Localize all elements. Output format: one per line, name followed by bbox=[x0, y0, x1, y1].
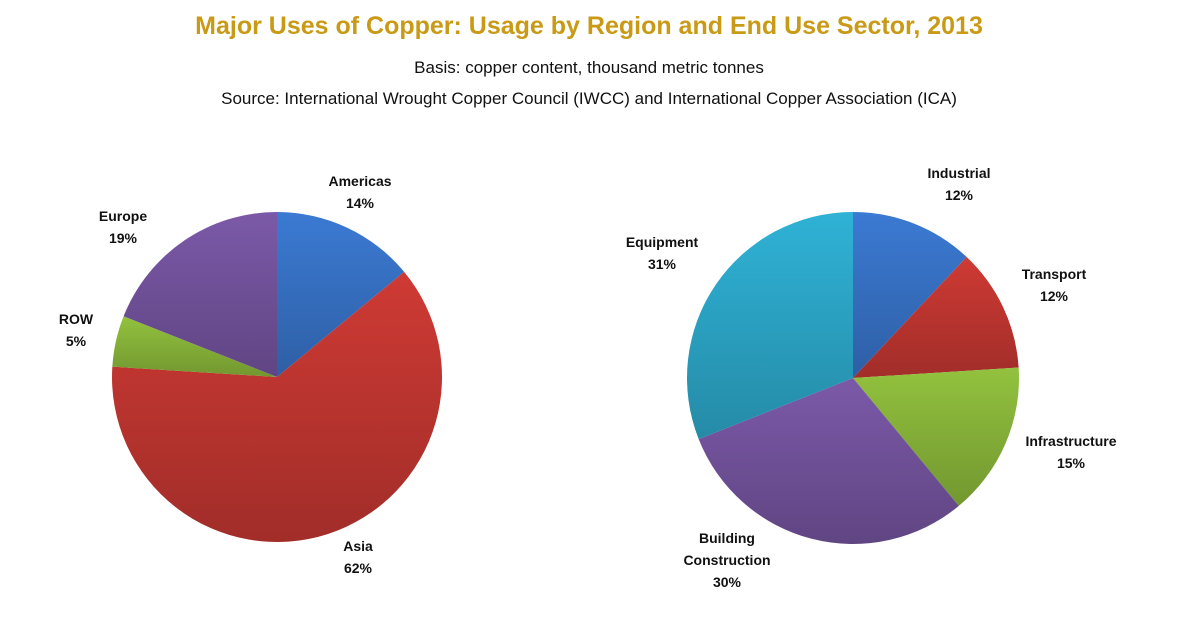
slice-label-europe: Europe 19% bbox=[99, 208, 147, 246]
pie-slice-transport bbox=[853, 256, 1019, 378]
slice-label-asia: Asia 62% bbox=[343, 538, 373, 576]
pie-slice-asia bbox=[112, 271, 443, 543]
pie-slice-row bbox=[112, 316, 277, 377]
pie-slice-building-construction bbox=[698, 378, 959, 545]
chart-subtitle: Basis: copper content, thousand metric t… bbox=[414, 58, 764, 77]
chart-source: Source: International Wrought Copper Cou… bbox=[221, 89, 957, 108]
slice-label-infrastructure: Infrastructure 15% bbox=[1025, 433, 1116, 471]
pie-slice-americas bbox=[277, 212, 405, 377]
region-pie-chart: Americas 14% Asia 62% ROW 5% Europe 19% bbox=[59, 173, 443, 576]
page-title: Major Uses of Copper: Usage by Region an… bbox=[195, 12, 983, 40]
slice-label-building-construction: Building Construction 30% bbox=[683, 530, 770, 590]
pie-slice-equipment bbox=[687, 212, 853, 440]
slice-label-row: ROW 5% bbox=[59, 311, 94, 349]
end-use-pie-chart: Industrial 12% Transport 12% Infrastructure 1… bbox=[626, 165, 1117, 590]
slice-label-industrial: Industrial 12% bbox=[927, 165, 990, 203]
slice-label-equipment: Equipment 31% bbox=[626, 234, 699, 272]
pie-slice-europe bbox=[123, 212, 277, 377]
pie-slice-industrial bbox=[853, 212, 967, 378]
slice-label-transport: Transport 12% bbox=[1022, 266, 1087, 304]
slice-label-americas: Americas 14% bbox=[328, 173, 391, 211]
pie-slice-infrastructure bbox=[853, 367, 1019, 506]
